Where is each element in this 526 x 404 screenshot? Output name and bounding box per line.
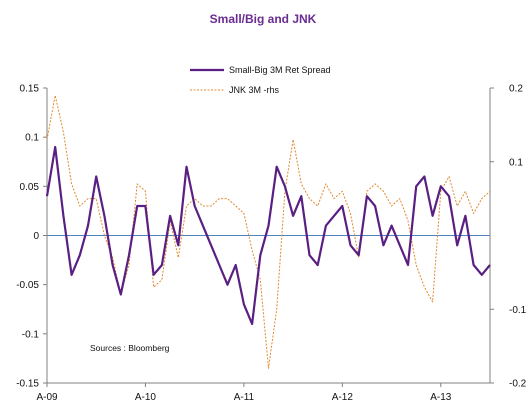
chart-title: Small/Big and JNK <box>210 12 317 26</box>
x-tick-label: A-13 <box>430 392 452 403</box>
x-tick-label: A-10 <box>135 392 157 403</box>
legend-label-spread: Small-Big 3M Ret Spread <box>229 65 331 75</box>
x-tick-label: A-12 <box>332 392 354 403</box>
y-left-tick-label: -0.05 <box>16 280 39 291</box>
y-left-tick-label: -0.1 <box>22 329 40 340</box>
y-left-tick-label: 0.15 <box>20 84 40 95</box>
axes: 0.15 0.1 0.05 0 -0.05 -0.1 -0.15 0.2 0.1 -0.1 -0.2… <box>16 84 526 404</box>
series-lines <box>45 94 491 369</box>
series-line-spread <box>45 145 491 326</box>
y-right-tick-label: -0.2 <box>509 379 526 390</box>
y-left-tick-label: 0.1 <box>25 133 39 144</box>
y-left-tick-label: -0.15 <box>16 379 39 390</box>
y-right-tick-label: -0.1 <box>509 305 526 316</box>
source-note: Sources : Bloomberg <box>90 343 170 353</box>
legend-label-jnk: JNK 3M -rhs <box>229 85 280 95</box>
y-right-tick-label: 0.2 <box>509 84 523 95</box>
x-tick-label: A-11 <box>234 392 255 403</box>
x-tick-label: A-09 <box>36 392 58 403</box>
y-left-tick-label: 0 <box>33 231 39 242</box>
series-line-jnk <box>46 94 491 369</box>
y-right-tick-label: 0.1 <box>509 157 523 168</box>
y-left-tick-label: 0.05 <box>20 182 40 193</box>
legend: Small-Big 3M Ret Spread JNK 3M -rhs <box>190 65 331 95</box>
